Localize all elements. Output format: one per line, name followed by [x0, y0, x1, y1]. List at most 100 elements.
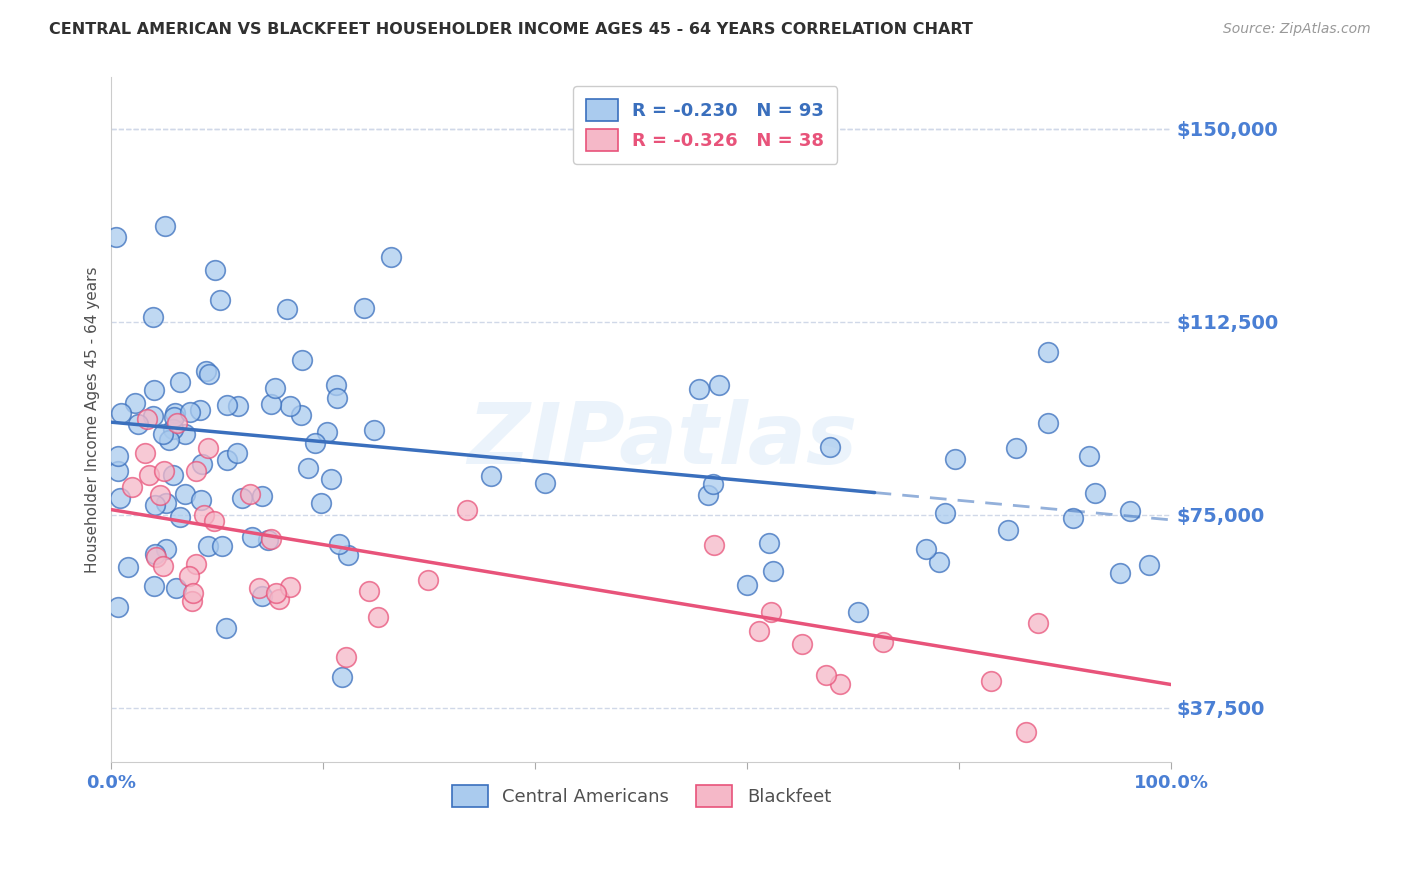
Point [943, 452, 966, 467]
Point [1083, 486, 1105, 500]
Point [215, 621, 238, 635]
Point [1137, 558, 1160, 572]
Point [353, 301, 375, 315]
Point [174, 426, 197, 441]
Point [337, 548, 360, 562]
Point [1005, 441, 1028, 455]
Point [143, 498, 166, 512]
Point [703, 538, 725, 552]
Point [110, 406, 132, 420]
Point [143, 548, 166, 562]
Point [177, 569, 200, 583]
Point [180, 594, 202, 608]
Point [297, 460, 319, 475]
Point [702, 477, 724, 491]
Point [479, 468, 502, 483]
Point [107, 449, 129, 463]
Point [456, 503, 478, 517]
Point [291, 352, 314, 367]
Point [217, 398, 239, 412]
Point [260, 532, 283, 546]
Point [915, 542, 938, 557]
Point [1119, 504, 1142, 518]
Point [761, 605, 783, 619]
Point [815, 668, 838, 682]
Point [136, 411, 159, 425]
Point [121, 480, 143, 494]
Point [162, 421, 184, 435]
Point [193, 508, 215, 522]
Point [290, 409, 312, 423]
Point [155, 496, 177, 510]
Point [330, 670, 353, 684]
Point [758, 535, 780, 549]
Point [195, 364, 218, 378]
Point [211, 539, 233, 553]
Point [188, 403, 211, 417]
Point [319, 472, 342, 486]
Point [107, 464, 129, 478]
Point [980, 673, 1002, 688]
Point [276, 301, 298, 316]
Point [179, 404, 201, 418]
Point [204, 263, 226, 277]
Point [326, 391, 349, 405]
Point [155, 542, 177, 557]
Point [165, 406, 187, 420]
Point [335, 649, 357, 664]
Legend: Central Americans, Blackfeet: Central Americans, Blackfeet [444, 778, 838, 814]
Point [104, 230, 127, 244]
Point [157, 433, 180, 447]
Point [1026, 615, 1049, 630]
Point [149, 488, 172, 502]
Point [792, 637, 814, 651]
Point [818, 440, 841, 454]
Point [380, 250, 402, 264]
Point [153, 464, 176, 478]
Point [108, 491, 131, 505]
Point [181, 586, 204, 600]
Point [134, 445, 156, 459]
Point [239, 487, 262, 501]
Point [184, 464, 207, 478]
Point [316, 425, 339, 440]
Point [117, 560, 139, 574]
Point [145, 549, 167, 564]
Point [209, 293, 232, 307]
Point [363, 423, 385, 437]
Point [828, 677, 851, 691]
Point [250, 489, 273, 503]
Point [696, 488, 718, 502]
Point [169, 375, 191, 389]
Point [197, 539, 219, 553]
Point [143, 383, 166, 397]
Point [1109, 566, 1132, 581]
Point [127, 417, 149, 431]
Point [357, 583, 380, 598]
Point [173, 487, 195, 501]
Text: Source: ZipAtlas.com: Source: ZipAtlas.com [1223, 22, 1371, 37]
Point [278, 399, 301, 413]
Text: ZIPatlas: ZIPatlas [467, 399, 858, 482]
Point [260, 397, 283, 411]
Point [257, 533, 280, 547]
Point [250, 589, 273, 603]
Point [226, 399, 249, 413]
Point [165, 582, 187, 596]
Point [688, 382, 710, 396]
Point [264, 586, 287, 600]
Point [166, 417, 188, 431]
Point [416, 573, 439, 587]
Point [367, 610, 389, 624]
Point [872, 634, 894, 648]
Point [169, 510, 191, 524]
Point [267, 591, 290, 606]
Point [997, 523, 1019, 537]
Point [1077, 449, 1099, 463]
Point [325, 377, 347, 392]
Point [163, 409, 186, 424]
Point [304, 436, 326, 450]
Point [735, 578, 758, 592]
Point [142, 310, 165, 324]
Point [534, 476, 557, 491]
